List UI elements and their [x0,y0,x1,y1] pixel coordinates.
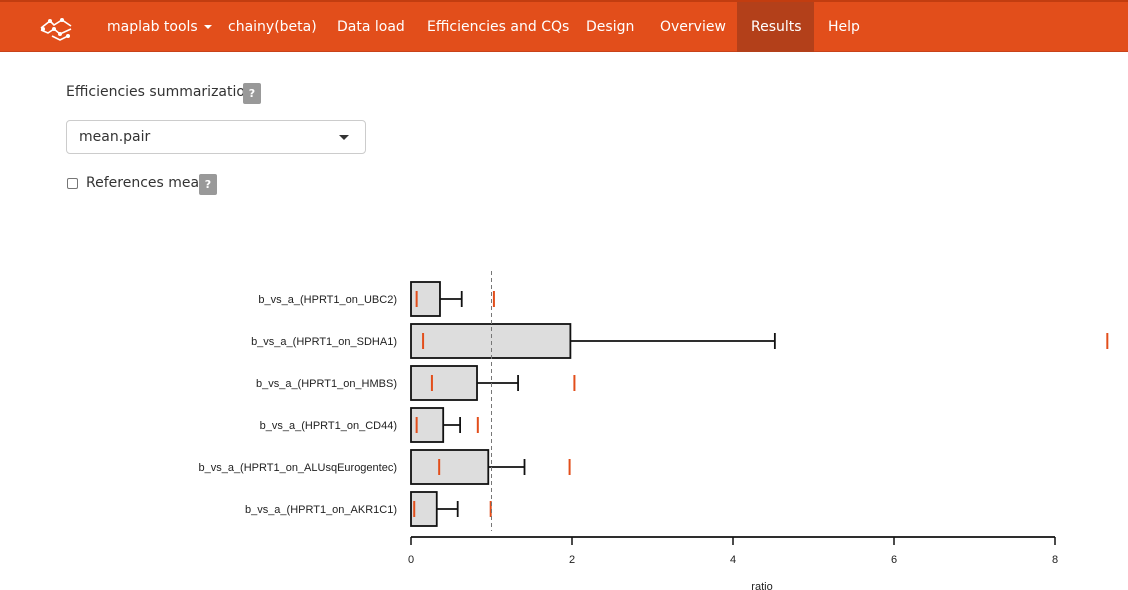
bar [410,365,478,401]
x-tick-label: 8 [1052,554,1058,566]
category-label: b_vs_a_(HPRT1_on_SDHA1) [251,336,397,348]
references-mean-checkbox[interactable] [67,178,78,189]
nav-results[interactable]: Results [737,2,814,52]
efficiencies-summarization-select[interactable]: mean.pair [66,120,366,154]
efficiencies-help-icon[interactable]: ? [243,83,261,104]
nav-data-load-label: Data load [337,19,405,35]
nav-data-load[interactable]: Data load [323,2,419,52]
ratio-chart: b_vs_a_(HPRT1_on_UBC2) b_vs_a_(HPRT1_on_S… [198,271,1109,590]
nav-efficiencies-cqs-label: Efficiencies and CQs [427,19,570,35]
bar [410,449,490,485]
nav-results-label: Results [751,19,802,35]
top-navbar: maplab tools chainy(beta) Data load Effi… [0,0,1128,52]
bar [410,323,572,359]
nav-overview[interactable]: Overview [646,2,740,52]
nav-design-label: Design [586,19,635,35]
nav-chainy-beta[interactable]: chainy(beta) [214,2,331,52]
bar [410,491,438,527]
nav-help-label: Help [828,19,860,35]
references-mean-label: References mean [86,175,208,191]
nav-maplab-tools-label: maplab tools [107,19,198,35]
maplab-logo-icon[interactable] [38,16,76,42]
chevron-down-icon [204,25,213,29]
nav-design[interactable]: Design [572,2,648,52]
category-label: b_vs_a_(HPRT1_on_AKR1C1) [245,504,397,516]
dropdown-arrow-icon [339,135,349,140]
nav-help[interactable]: Help [814,2,874,52]
efficiencies-summarization-label: Efficiencies summarization: [66,84,259,100]
category-label: b_vs_a_(HPRT1_on_ALUsqEurogentec) [198,462,397,474]
nav-overview-label: Overview [660,19,726,35]
nav-efficiencies-cqs[interactable]: Efficiencies and CQs [413,2,583,52]
category-label: b_vs_a_(HPRT1_on_UBC2) [258,294,397,306]
x-axis-label: ratio [751,581,772,590]
references-mean-help-icon[interactable]: ? [199,174,217,195]
bar [410,281,441,317]
nav-chainy-beta-label: chainy(beta) [228,19,317,35]
select-value: mean.pair [79,129,151,145]
x-tick-label: 0 [408,554,414,566]
category-label: b_vs_a_(HPRT1_on_HMBS) [256,378,397,390]
x-tick-label: 6 [891,554,897,566]
category-label: b_vs_a_(HPRT1_on_CD44) [260,420,397,432]
x-tick-label: 4 [730,554,736,566]
nav-maplab-tools[interactable]: maplab tools [93,2,226,52]
x-tick-label: 2 [569,554,575,566]
